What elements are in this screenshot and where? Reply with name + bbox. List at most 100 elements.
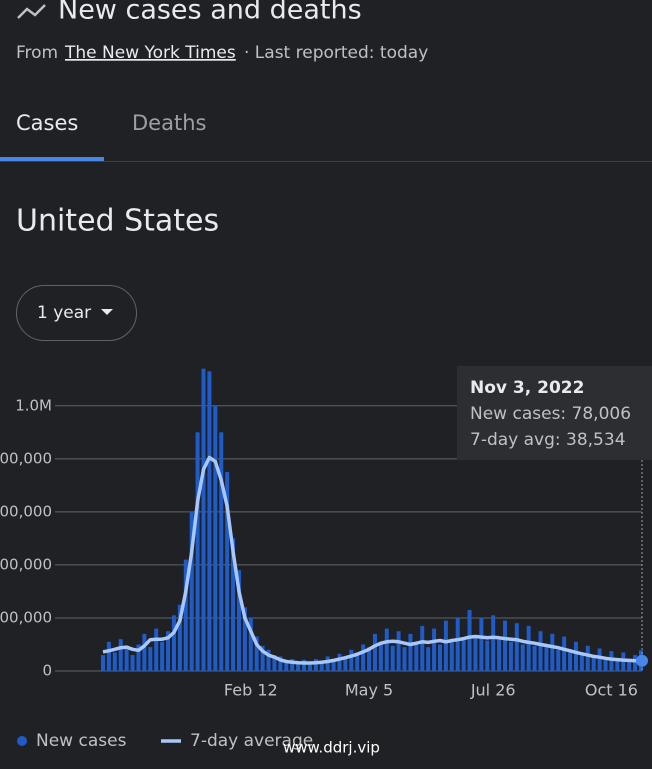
bar	[101, 655, 105, 671]
bar	[591, 657, 596, 671]
source-link[interactable]: The New York Times	[64, 43, 236, 63]
bar	[136, 644, 141, 671]
bar	[437, 644, 442, 671]
bar	[307, 663, 312, 671]
bar	[508, 641, 513, 671]
bar	[449, 641, 454, 671]
tooltip-line: 7-day avg: 38,534	[470, 430, 626, 450]
bar	[319, 661, 324, 671]
bar	[207, 371, 212, 671]
bar	[426, 647, 431, 671]
tab-indicator	[0, 157, 104, 161]
average-line	[102, 455, 642, 665]
bar	[384, 628, 389, 671]
bar	[225, 472, 230, 671]
bar	[171, 615, 176, 671]
bar	[361, 644, 366, 671]
bar	[579, 655, 584, 671]
bar	[544, 647, 549, 671]
bar	[609, 651, 614, 671]
bar	[284, 660, 289, 671]
bar	[432, 628, 437, 671]
y-tick-label: 400,000	[0, 555, 52, 573]
bar	[213, 405, 218, 671]
bar	[455, 617, 460, 671]
bar	[372, 633, 377, 671]
bar	[491, 615, 496, 671]
bar	[148, 647, 153, 671]
bar	[615, 660, 620, 671]
bar	[503, 620, 508, 671]
bar	[526, 625, 531, 671]
bar	[443, 620, 448, 671]
tooltip	[457, 366, 652, 460]
bar	[556, 649, 561, 671]
bar	[231, 538, 236, 671]
bar	[479, 617, 484, 671]
bar	[414, 644, 419, 671]
source-prefix: From	[16, 43, 58, 63]
bar	[467, 610, 472, 671]
bar	[130, 655, 135, 671]
tab-cases[interactable]: Cases	[16, 111, 78, 135]
bar	[343, 656, 348, 671]
bar	[154, 628, 159, 671]
bar	[396, 631, 401, 671]
range-button[interactable]	[16, 285, 137, 341]
bar	[242, 607, 247, 671]
bar	[603, 659, 608, 671]
y-tick-label: 200,000	[0, 608, 52, 626]
bar	[142, 633, 147, 671]
dropdown-arrow	[101, 309, 113, 315]
bar	[118, 639, 123, 671]
tooltip-date: Nov 3, 2022	[470, 378, 584, 398]
bar	[296, 663, 301, 671]
legend-swatch	[17, 736, 27, 746]
bar	[355, 652, 360, 671]
bar	[627, 661, 632, 671]
bar	[408, 633, 413, 671]
bar	[485, 640, 490, 671]
chart: 0 200,000 400,000 600,000 800,000 1.0M Feb 12 M…	[0, 366, 652, 757]
bar	[302, 659, 307, 671]
bar	[402, 647, 407, 671]
bar	[160, 641, 165, 671]
bar	[201, 368, 206, 671]
x-tick-label: May 5	[345, 681, 393, 700]
bar	[367, 647, 372, 671]
x-tick-label: Jul 26	[470, 681, 516, 700]
bar	[166, 631, 171, 671]
trend-icon	[17, 4, 46, 19]
bar	[633, 655, 638, 671]
y-tick-label: 0	[42, 662, 52, 680]
legend-label: 7-day average	[190, 731, 313, 751]
bar	[248, 617, 253, 671]
bar	[236, 570, 241, 671]
bar	[260, 645, 265, 671]
bar	[573, 641, 578, 671]
tooltip-line: New cases: 78,006	[470, 404, 631, 424]
bar	[325, 656, 330, 671]
bar	[420, 625, 425, 671]
bar	[337, 653, 342, 671]
bar	[177, 604, 182, 671]
bar	[349, 649, 354, 671]
bar	[290, 659, 295, 671]
y-tick-label: 1.0M	[15, 396, 52, 414]
tab-deaths[interactable]: Deaths	[132, 111, 206, 135]
divider	[0, 161, 652, 162]
bar	[106, 641, 111, 671]
bar	[254, 636, 259, 671]
bar	[313, 659, 318, 671]
watermark: www.ddrj.vip	[283, 739, 380, 757]
bar	[124, 645, 129, 671]
bar	[219, 432, 224, 671]
bar	[585, 645, 590, 671]
legend-label: New cases	[36, 731, 127, 751]
bar	[532, 645, 537, 671]
bar	[183, 559, 188, 671]
bar	[331, 659, 336, 671]
hover-dot	[636, 654, 648, 667]
